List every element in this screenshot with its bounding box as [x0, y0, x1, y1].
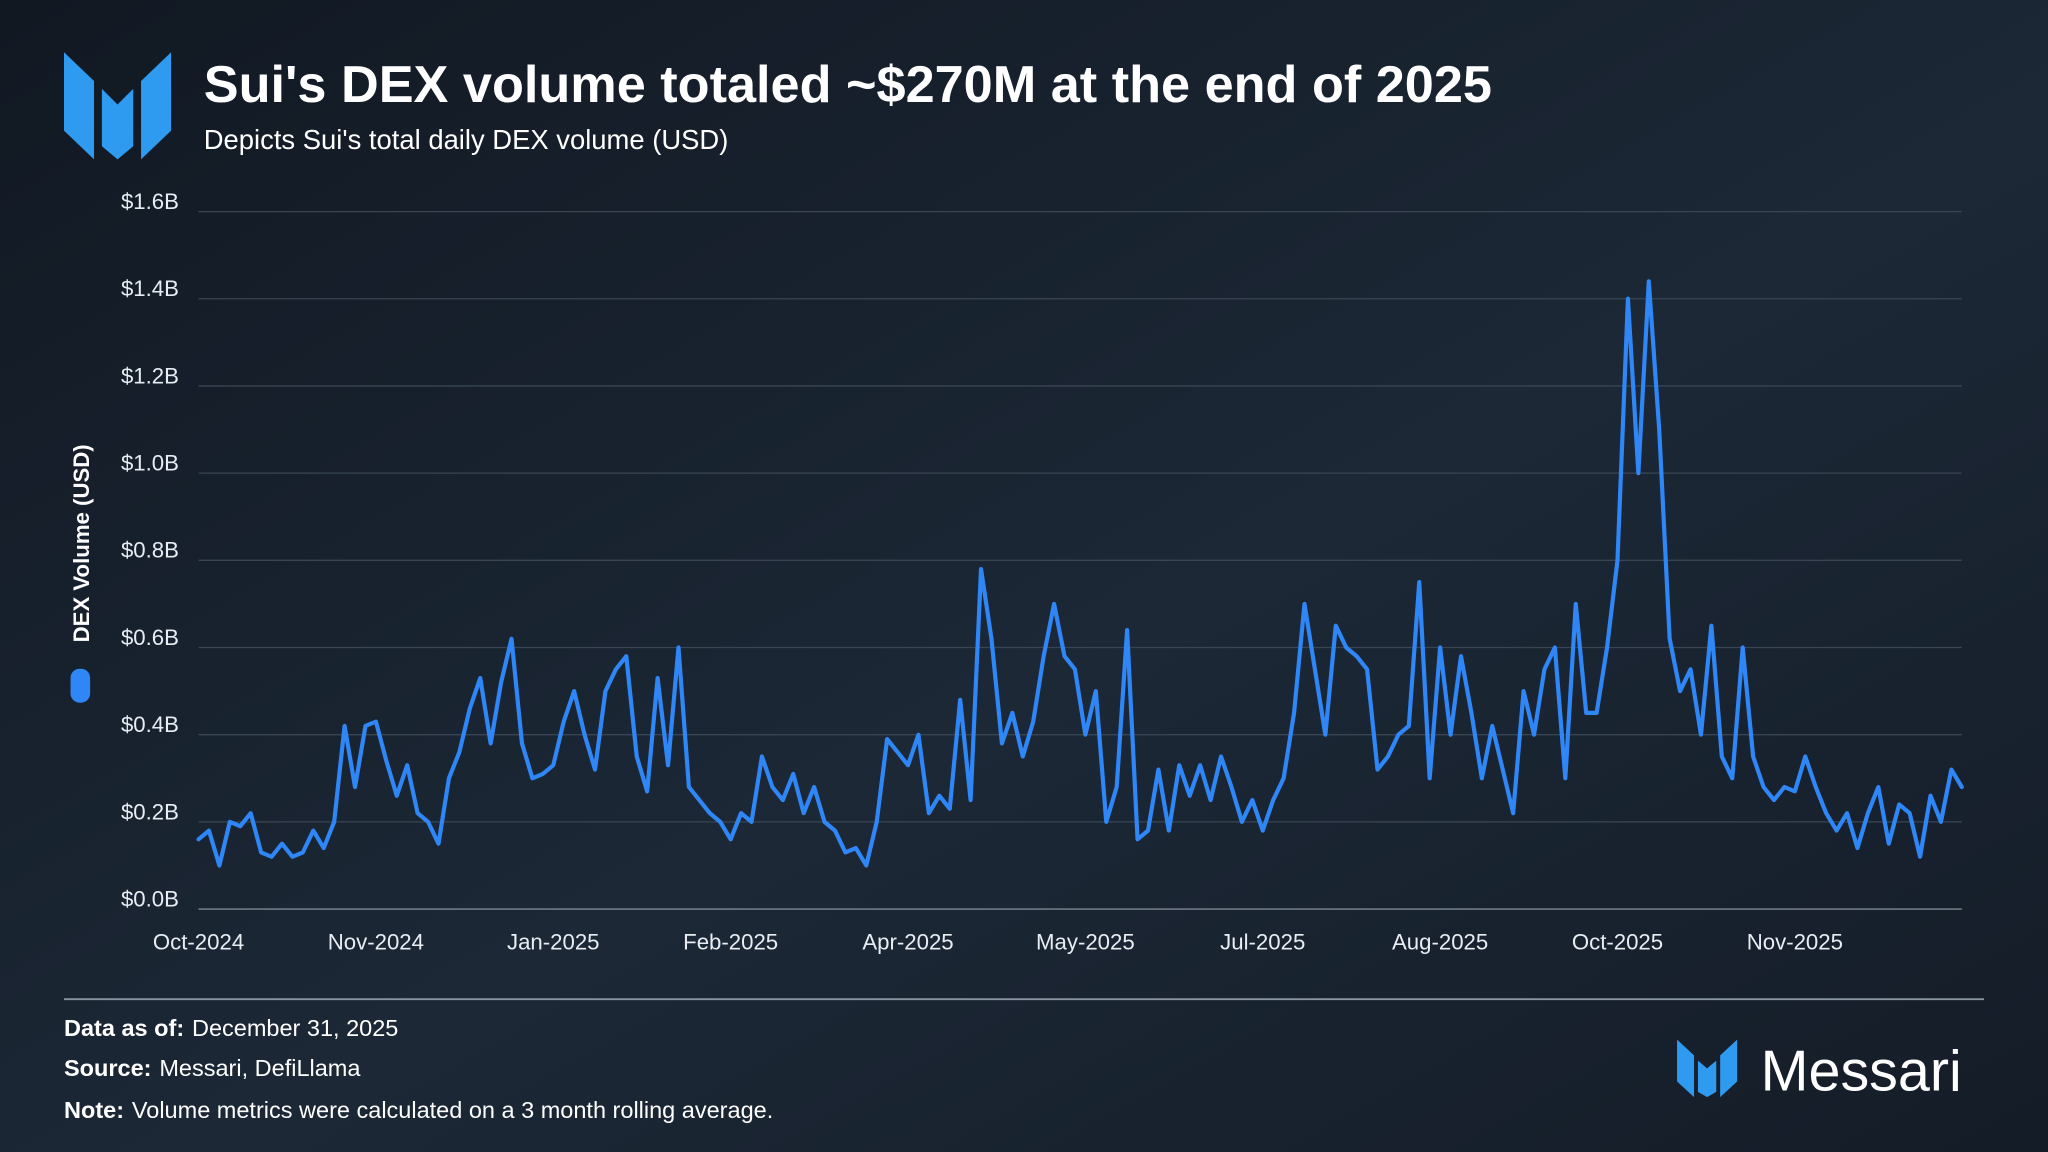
y-tick-label: $1.0B — [121, 451, 179, 476]
y-axis-label: DEX Volume (USD) — [69, 444, 94, 642]
footer-label: Note: — [64, 1097, 124, 1123]
x-tick-label: May-2025 — [1036, 930, 1135, 955]
y-tick-label: $0.6B — [121, 625, 179, 650]
logo — [64, 52, 172, 160]
footer-value: Messari, DefiLlama — [159, 1055, 361, 1081]
x-tick-label: Jan-2025 — [507, 930, 600, 955]
y-tick-label: $1.6B — [121, 189, 179, 214]
footer-label: Source: — [64, 1055, 152, 1081]
footer-data-as-of: Data as of: December 31, 2025 — [64, 1015, 398, 1041]
y-tick-label: $1.4B — [121, 276, 179, 301]
y-tick-label: $0.0B — [121, 886, 179, 911]
footer-label: Data as of: — [64, 1015, 184, 1041]
chart-title: Sui's DEX volume totaled ~$270M at the e… — [204, 56, 1492, 114]
y-tick-label: $0.2B — [121, 799, 179, 824]
x-tick-label: Oct-2024 — [153, 930, 244, 955]
x-tick-label: Nov-2024 — [328, 930, 424, 955]
footer-source: Source: Messari, DefiLlama — [64, 1055, 361, 1081]
footer-value: Volume metrics were calculated on a 3 mo… — [132, 1097, 773, 1123]
brand-logo — [1677, 1039, 1738, 1098]
y-tick-label: $0.4B — [121, 712, 179, 737]
x-tick-label: Nov-2025 — [1747, 930, 1843, 955]
y-tick-label: $1.2B — [121, 363, 179, 388]
x-tick-label: Feb-2025 — [683, 930, 778, 955]
brand-name: Messari — [1761, 1040, 1962, 1104]
footer-note: Note: Volume metrics were calculated on a… — [64, 1097, 773, 1123]
footer-value: December 31, 2025 — [192, 1015, 398, 1041]
series-line — [196, 279, 1964, 868]
x-tick-label: Aug-2025 — [1392, 930, 1488, 955]
chart-subtitle: Depicts Sui's total daily DEX volume (US… — [204, 124, 729, 155]
x-tick-label: Oct-2025 — [1572, 930, 1663, 955]
x-tick-label: Jul-2025 — [1220, 930, 1305, 955]
x-tick-label: Apr-2025 — [862, 930, 953, 955]
y-tick-label: $0.8B — [121, 538, 179, 563]
legend-swatch — [70, 668, 91, 703]
